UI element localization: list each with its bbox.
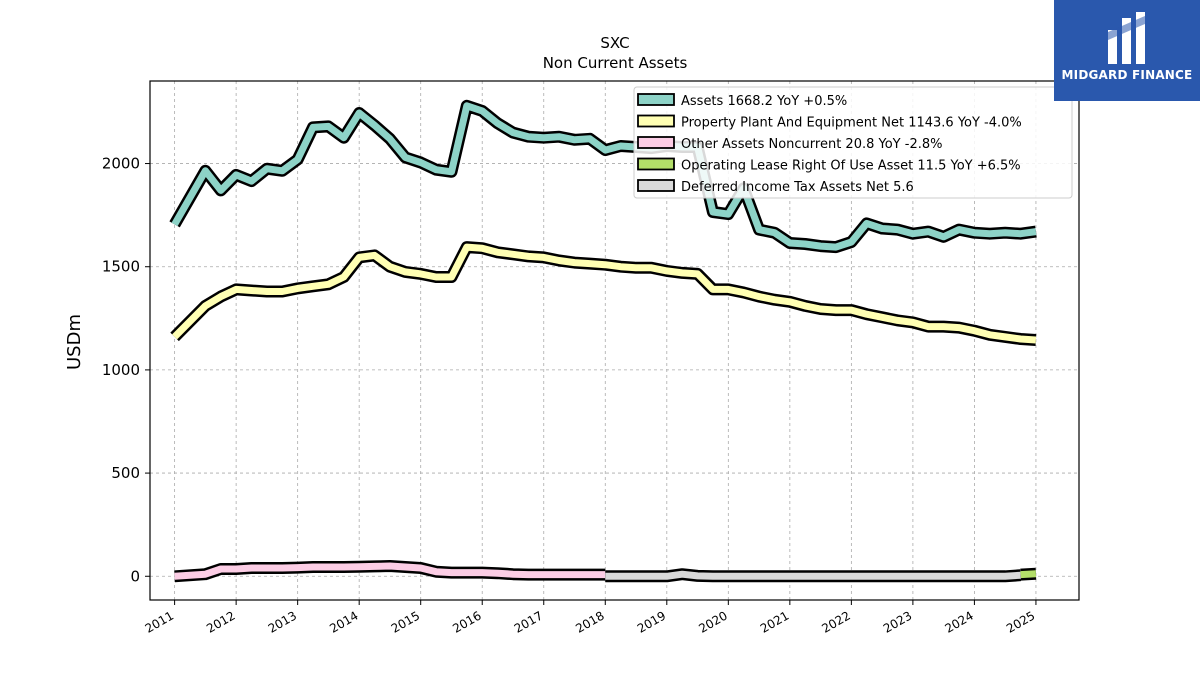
series-line (605, 568, 1022, 583)
legend-swatch (637, 93, 675, 106)
legend-item: Property Plant And Equipment Net 1143.6 … (637, 114, 1022, 131)
x-tick-label: 2025 (1004, 608, 1037, 635)
series-fill (172, 243, 1037, 344)
legend-swatch (637, 157, 675, 171)
legend-label: Operating Lease Right Of Use Asset 11.5 … (681, 159, 1021, 174)
legend-swatch (637, 179, 675, 192)
series-fill (1020, 570, 1037, 579)
legend: Assets 1668.2 YoY +0.5% Property Plant An… (633, 86, 1073, 199)
chart-subtitle: Non Current Assets (543, 54, 688, 72)
legend-swatch (637, 136, 675, 149)
brand-logo: MIDGARD FINANCE (1054, 0, 1200, 101)
x-tick-label: 2018 (573, 608, 606, 635)
series-fill (605, 570, 1021, 580)
legend-item: Deferred Income Tax Assets Net 5.6 (637, 179, 914, 195)
y-tick-label: 1000 (102, 361, 140, 379)
x-axis: 2011 2012 2013 2014 2015 2016 2017 2018 2019 2020… (143, 600, 1037, 636)
y-axis: 0 500 1000 1500 2000 (102, 155, 150, 585)
x-tick-label: 2012 (204, 608, 237, 635)
x-tick-label: 2015 (389, 608, 422, 635)
x-tick-label: 2021 (758, 608, 791, 635)
x-tick-label: 2019 (635, 608, 668, 635)
series-fill (171, 102, 1037, 251)
series-line (170, 241, 1037, 346)
series-line (1020, 567, 1037, 581)
brand-name: MIDGARD FINANCE (1061, 68, 1193, 82)
x-tick-label: 2016 (450, 608, 483, 635)
legend-label: Assets 1668.2 YoY +0.5% (681, 94, 847, 109)
x-tick-label: 2022 (819, 608, 852, 635)
legend-item: Operating Lease Right Of Use Asset 11.5 … (637, 157, 1021, 174)
series-line (169, 99, 1037, 254)
y-tick-label: 1500 (102, 258, 140, 276)
plot-frame (149, 80, 1080, 601)
legend-label: Deferred Income Tax Assets Net 5.6 (681, 180, 914, 195)
x-tick-label: 2011 (143, 608, 176, 635)
y-tick-label: 0 (130, 567, 140, 585)
chart-title: SXC (600, 34, 629, 52)
legend-label: Other Assets Noncurrent 20.8 YoY -2.8% (681, 137, 942, 152)
x-tick-label: 2024 (942, 608, 975, 635)
legend-item: Other Assets Noncurrent 20.8 YoY -2.8% (637, 136, 942, 152)
legend-label: Property Plant And Equipment Net 1143.6 … (681, 116, 1022, 131)
series-fill (174, 562, 606, 580)
series-group (169, 99, 1037, 583)
x-tick-label: 2020 (696, 608, 729, 635)
x-tick-label: 2014 (327, 608, 360, 635)
y-tick-label: 2000 (102, 155, 140, 173)
y-tick-label: 500 (111, 464, 140, 482)
legend-swatch (637, 114, 675, 128)
x-tick-label: 2013 (266, 608, 299, 635)
x-tick-label: 2017 (512, 608, 545, 635)
series-line (174, 560, 606, 583)
y-axis-label: USDm (64, 314, 85, 370)
legend-item: Assets 1668.2 YoY +0.5% (637, 93, 847, 109)
legend-box (633, 86, 1073, 199)
brand-mark-icon (1108, 12, 1145, 64)
x-tick-label: 2023 (881, 608, 914, 635)
